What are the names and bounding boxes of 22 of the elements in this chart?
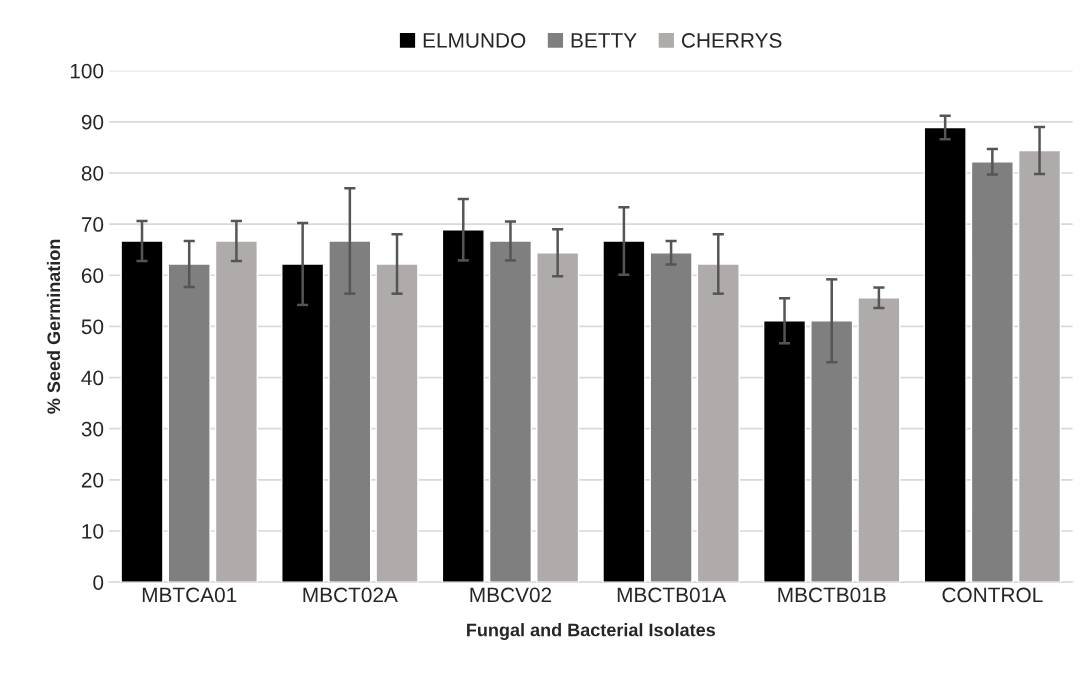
legend-label: BETTY [571, 33, 637, 48]
y-tick-label: 100 [70, 63, 104, 79]
x-tick-label: MBCV02 [470, 587, 552, 603]
y-tick-label: 0 [93, 575, 104, 590]
y-tick-label: 30 [81, 421, 104, 437]
y-tick-label: 80 [81, 165, 104, 181]
x-tick-label: MBCT02A [303, 587, 398, 603]
y-tick-label: 70 [81, 217, 104, 232]
x-tick-label: MBTCA01 [142, 587, 237, 603]
y-tick-label: 50 [81, 319, 104, 335]
x-tick-label: MBCTB01B [778, 587, 886, 603]
legend-label: CHERRYS [681, 33, 782, 48]
y-axis-title: % Seed Germination [46, 239, 61, 414]
x-axis-title: Fungal and Bacterial Isolates [467, 623, 715, 640]
x-tick-label: CONTROL [942, 587, 1043, 603]
y-tick-label: 40 [81, 370, 104, 386]
y-tick-label: 90 [81, 114, 104, 130]
y-tick-label: 20 [81, 472, 104, 488]
y-tick-label: 10 [82, 524, 104, 539]
legend-label: ELMUNDO [423, 33, 526, 48]
y-tick-label: 60 [81, 268, 104, 284]
x-tick-label: MBCTB01A [617, 587, 727, 603]
